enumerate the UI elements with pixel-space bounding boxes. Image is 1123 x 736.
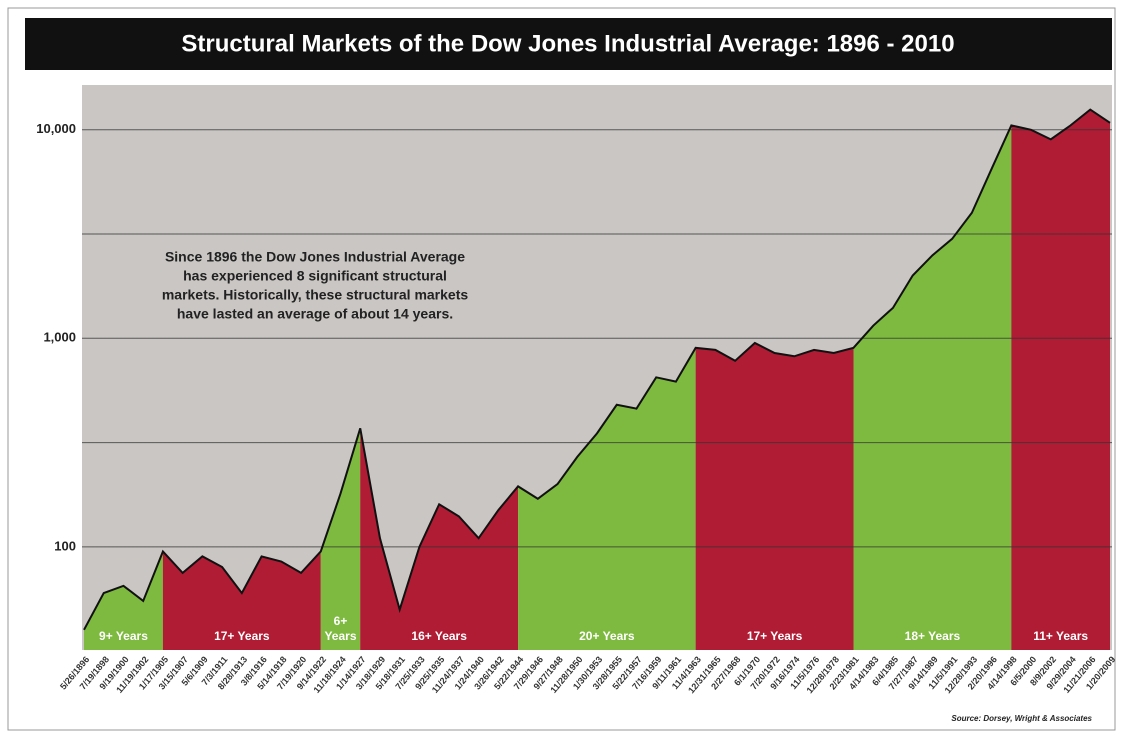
region-label: 6+ Years [324,614,356,643]
chart-title: Structural Markets of the Dow Jones Indu… [181,30,954,57]
y-tick-label: 100 [54,538,76,553]
annotation: Since 1896 the Dow Jones Industrial Aver… [165,249,465,265]
region-label: 17+ Years [214,629,270,643]
source: Source: Dorsey, Wright & Associates [951,714,1092,723]
region-area [360,428,519,650]
region-area [320,428,361,650]
region-area [1011,109,1110,651]
y-tick-label: 10,000 [36,121,76,136]
region-area [162,551,321,650]
y-tick-label: 1,000 [43,330,76,345]
annotation: have lasted an average of about 14 years… [177,306,453,322]
region-label: 17+ Years [747,629,803,643]
region-area [518,347,696,650]
region-label: 20+ Years [579,629,635,643]
region-area [853,125,1012,651]
region-area [84,551,163,650]
annotation: markets. Historically, these structural … [162,287,469,303]
region-label: 16+ Years [411,629,467,643]
region-label: 9+ Years [99,629,148,643]
region-area [695,342,854,650]
region-label: 11+ Years [1033,629,1088,643]
title-bar [25,18,1112,70]
index-line [83,108,1111,631]
region-label: 18+ Years [905,629,961,643]
annotation: has experienced 8 significant structural [183,268,447,284]
